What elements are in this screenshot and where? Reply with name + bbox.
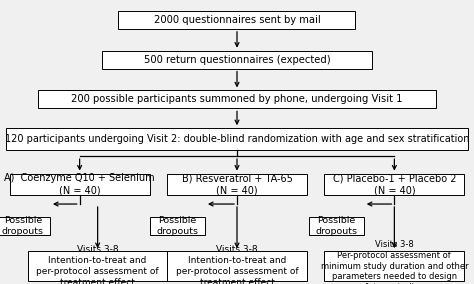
FancyBboxPatch shape [10,174,149,195]
Text: Possible
dropouts: Possible dropouts [157,216,199,236]
FancyBboxPatch shape [118,11,356,29]
FancyBboxPatch shape [167,174,307,195]
FancyBboxPatch shape [102,51,372,69]
Text: Visits 3-8
Intention-to-treat and
per-protocol assessment of
treatment effect: Visits 3-8 Intention-to-treat and per-pr… [176,245,298,284]
Text: Possible
dropouts: Possible dropouts [2,216,44,236]
FancyBboxPatch shape [0,217,50,235]
FancyBboxPatch shape [38,90,436,108]
Text: 500 return questionnaires (expected): 500 return questionnaires (expected) [144,55,330,65]
FancyBboxPatch shape [309,217,364,235]
Text: A)  Coenzyme Q10 + Selenium
(N = 40): A) Coenzyme Q10 + Selenium (N = 40) [4,173,155,195]
Text: Possible
dropouts: Possible dropouts [316,216,357,236]
Text: 120 participants undergoing Visit 2: double-blind randomization with age and sex: 120 participants undergoing Visit 2: dou… [5,134,469,144]
FancyBboxPatch shape [324,251,464,281]
Text: Visits 3-8
Per-protocol assessment of
minimum study duration and other
parameter: Visits 3-8 Per-protocol assessment of mi… [320,240,468,284]
FancyBboxPatch shape [6,128,468,150]
Text: B) Resveratrol + TA-65
(N = 40): B) Resveratrol + TA-65 (N = 40) [182,173,292,195]
Text: 2000 questionnaires sent by mail: 2000 questionnaires sent by mail [154,15,320,25]
FancyBboxPatch shape [28,251,168,281]
FancyBboxPatch shape [150,217,205,235]
Text: Visits 3-8
Intention-to-treat and
per-protocol assessment of
treatment effect: Visits 3-8 Intention-to-treat and per-pr… [36,245,159,284]
FancyBboxPatch shape [167,251,307,281]
Text: C) Placebo-1 + Placebo 2
(N = 40): C) Placebo-1 + Placebo 2 (N = 40) [333,173,456,195]
FancyBboxPatch shape [324,174,464,195]
Text: 200 possible participants summoned by phone, undergoing Visit 1: 200 possible participants summoned by ph… [71,94,403,105]
